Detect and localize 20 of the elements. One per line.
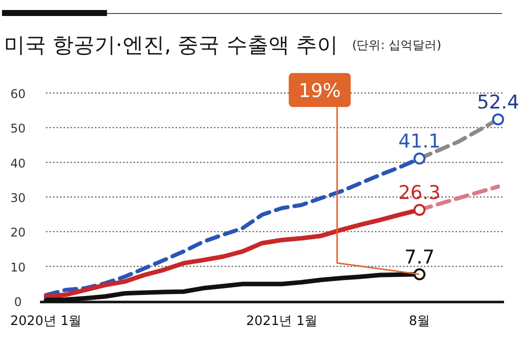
x-tick-label: 2021년 1월 xyxy=(246,314,318,329)
point xyxy=(413,204,426,216)
y-tick-label: 0 xyxy=(14,295,22,309)
y-tick-label: 60 xyxy=(10,87,26,101)
y-tick-label: 10 xyxy=(10,260,26,274)
data-label: 41.1 xyxy=(398,130,441,153)
point xyxy=(413,152,426,165)
data-label: 26.3 xyxy=(398,182,441,204)
point xyxy=(413,268,426,280)
chart-subtitle: (단위: 십억달러) xyxy=(352,38,442,52)
y-tick-label: 50 xyxy=(10,122,26,136)
annotation: 19% xyxy=(298,80,341,102)
chart-title: 미국 항공기·엔진, 중국 수출액 추이 xyxy=(4,33,338,57)
y-tick-label: 20 xyxy=(10,226,26,240)
y-tick-label: 40 xyxy=(10,156,26,170)
data-label: 7.7 xyxy=(404,246,435,268)
data-label: 52.4 xyxy=(476,91,520,114)
x-tick-label: 2020년 1월 xyxy=(10,314,82,329)
y-tick-label: 30 xyxy=(10,191,26,205)
x-tick-label: 8월 xyxy=(408,314,430,329)
